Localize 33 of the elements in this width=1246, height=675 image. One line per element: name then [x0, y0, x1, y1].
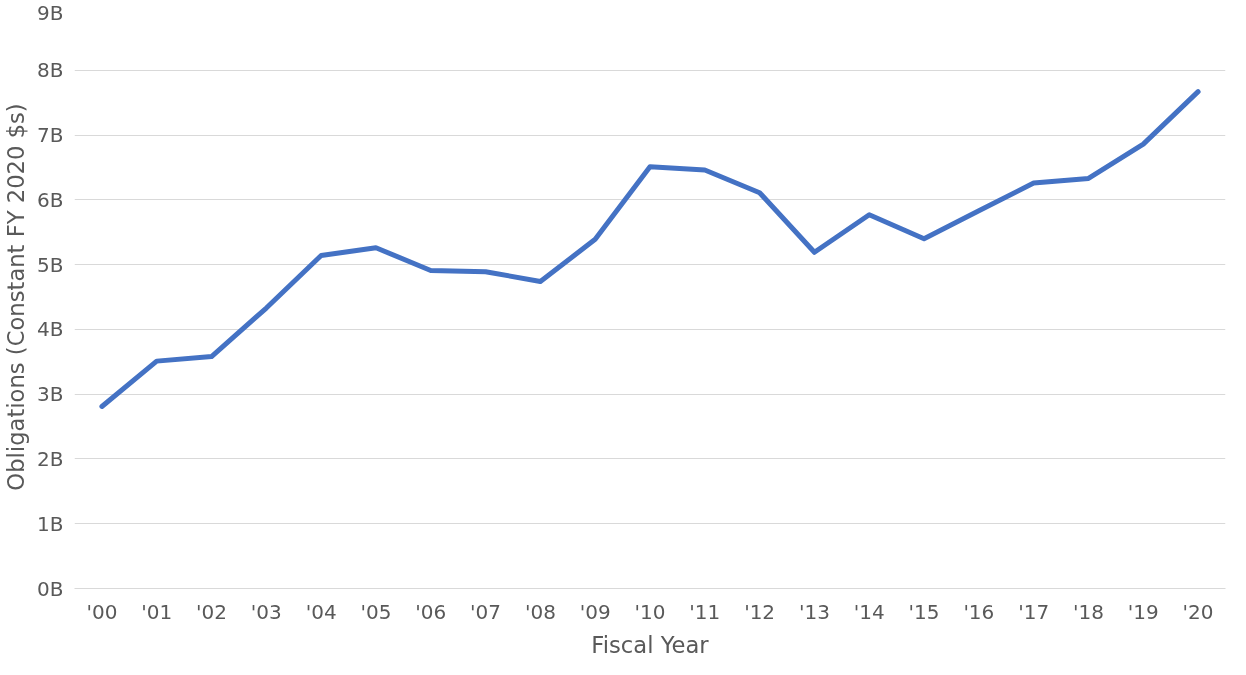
x-tick-label: '02: [196, 599, 227, 624]
x-tick-label: '01: [141, 599, 173, 624]
y-tick-label: 2B: [37, 446, 64, 471]
x-tick-label: '09: [579, 599, 611, 624]
y-tick-label: 0B: [37, 576, 64, 601]
y-tick-label: 4B: [37, 317, 64, 342]
y-tick-label: 8B: [37, 58, 64, 83]
x-tick-label: '12: [744, 599, 776, 624]
x-tick-label: '20: [1182, 599, 1214, 624]
y-tick-label: 1B: [37, 511, 64, 536]
x-tick-label: '16: [963, 599, 995, 624]
x-tick-label: '15: [908, 599, 940, 624]
x-tick-label: '13: [798, 599, 830, 624]
x-tick-label: '07: [470, 599, 502, 624]
x-tick-label: '08: [524, 599, 556, 624]
x-tick-label: '11: [689, 599, 721, 624]
x-tick-label: '04: [305, 599, 337, 624]
x-tick-label: '00: [86, 599, 118, 624]
x-tick-label: '10: [634, 599, 666, 624]
y-tick-label: 3B: [37, 382, 64, 407]
x-tick-label: '03: [250, 599, 282, 624]
x-tick-label: '19: [1127, 599, 1159, 624]
x-tick-label: '06: [415, 599, 447, 624]
y-tick-label: 5B: [37, 252, 64, 277]
y-tick-label: 6B: [37, 187, 64, 212]
x-tick-label: '17: [1018, 599, 1050, 624]
x-tick-label: '14: [853, 599, 885, 624]
x-tick-label: '18: [1073, 599, 1104, 624]
x-axis-title: Fiscal Year: [591, 631, 710, 658]
y-axis-title: Obligations (Constant FY 2020 $s): [3, 103, 30, 491]
x-tick-label: '05: [360, 599, 392, 624]
y-tick-label: 9B: [37, 0, 64, 25]
y-tick-label: 7B: [37, 123, 64, 148]
